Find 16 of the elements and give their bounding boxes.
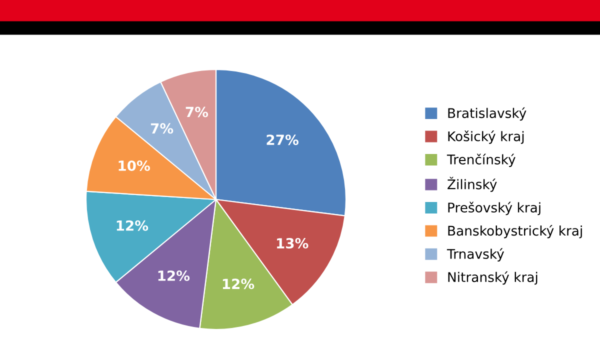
data-label: 12% (116, 220, 148, 231)
legend-label: Bratislavský (448, 107, 526, 121)
legend-label: Košický kraj (448, 130, 524, 144)
legend-label: Trenčínský (446, 154, 516, 168)
data-label: 10% (118, 160, 150, 171)
data-label: 12% (222, 278, 254, 290)
data-label: 13% (277, 238, 308, 249)
legend-label: Trnavský (446, 248, 504, 262)
legend-label: Žilinský (448, 176, 497, 192)
data-label: 12% (158, 270, 190, 281)
legend-label: Prešovský kraj (448, 202, 540, 216)
legend-label: Nitranský kraj (448, 271, 538, 285)
data-label: 27% (266, 134, 298, 146)
legend-label: Banskobystrický kraj (448, 224, 582, 238)
data-label: 7% (186, 106, 208, 118)
data-label: 7% (150, 123, 174, 134)
